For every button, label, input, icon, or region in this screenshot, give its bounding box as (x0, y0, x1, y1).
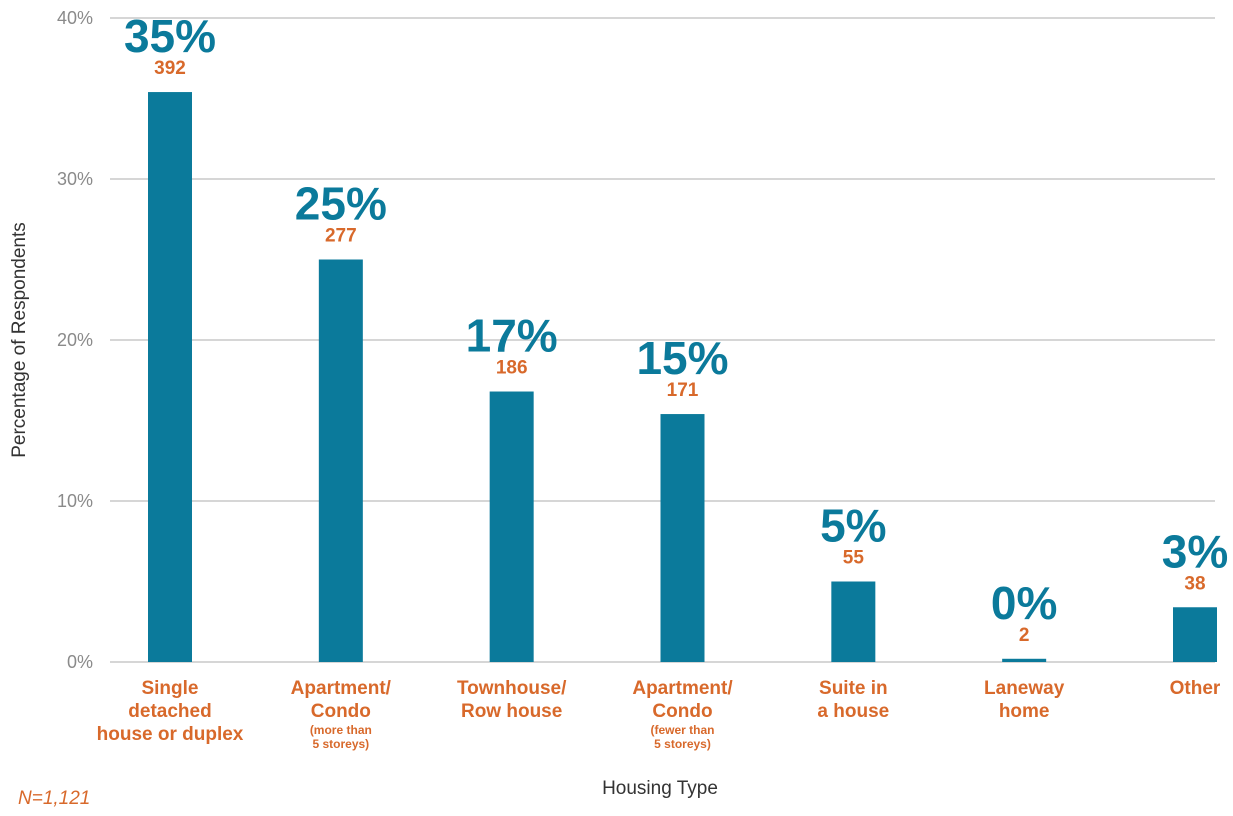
category-label: a house (817, 701, 889, 722)
y-tick-label: 40% (57, 8, 93, 28)
percent-label: 0% (991, 577, 1057, 629)
y-tick-label: 10% (57, 491, 93, 511)
category-label: Other (1170, 678, 1221, 699)
category-sublabel: 5 storeys) (312, 737, 369, 751)
percent-label: 5% (820, 500, 886, 552)
bar (660, 414, 705, 662)
count-label: 171 (667, 380, 699, 401)
bar (318, 259, 363, 662)
count-label: 2 (1019, 625, 1030, 646)
category-label: Suite in (819, 678, 888, 699)
category-sublabel: 5 storeys) (654, 737, 711, 751)
category-label: Apartment/ (632, 678, 733, 699)
y-axis-title: Percentage of Respondents (9, 222, 30, 458)
category-label: Laneway (984, 678, 1065, 699)
category-sublabel: (fewer than (650, 723, 714, 737)
count-label: 55 (843, 548, 865, 569)
category-label: Apartment/ (291, 678, 392, 699)
bar (831, 581, 876, 662)
count-label: 277 (325, 226, 357, 247)
category-label: Row house (461, 701, 562, 722)
count-label: 38 (1184, 573, 1205, 594)
bar (1173, 607, 1217, 662)
count-label: 392 (154, 58, 186, 79)
category-label: detached (128, 701, 211, 722)
bar (489, 391, 534, 662)
y-tick-label: 0% (67, 652, 93, 672)
count-label: 186 (496, 358, 528, 379)
x-axis-title: Housing Type (602, 778, 718, 799)
percent-label: 3% (1162, 525, 1228, 577)
percent-label: 35% (124, 10, 216, 62)
category-sublabel: (more than (310, 723, 372, 737)
category-label: Condo (311, 701, 371, 722)
bar (1002, 658, 1047, 662)
percent-label: 15% (636, 332, 728, 384)
percent-label: 17% (466, 310, 558, 362)
y-tick-label: 20% (57, 330, 93, 350)
percent-label: 25% (295, 178, 387, 230)
category-label: Condo (652, 701, 712, 722)
bar (148, 92, 192, 662)
category-label: Single (141, 678, 198, 699)
category-label: home (999, 701, 1050, 722)
category-label: Townhouse/ (457, 678, 567, 699)
sample-size-note: N=1,121 (18, 788, 91, 809)
category-label: house or duplex (97, 724, 244, 745)
y-tick-label: 30% (57, 169, 93, 189)
